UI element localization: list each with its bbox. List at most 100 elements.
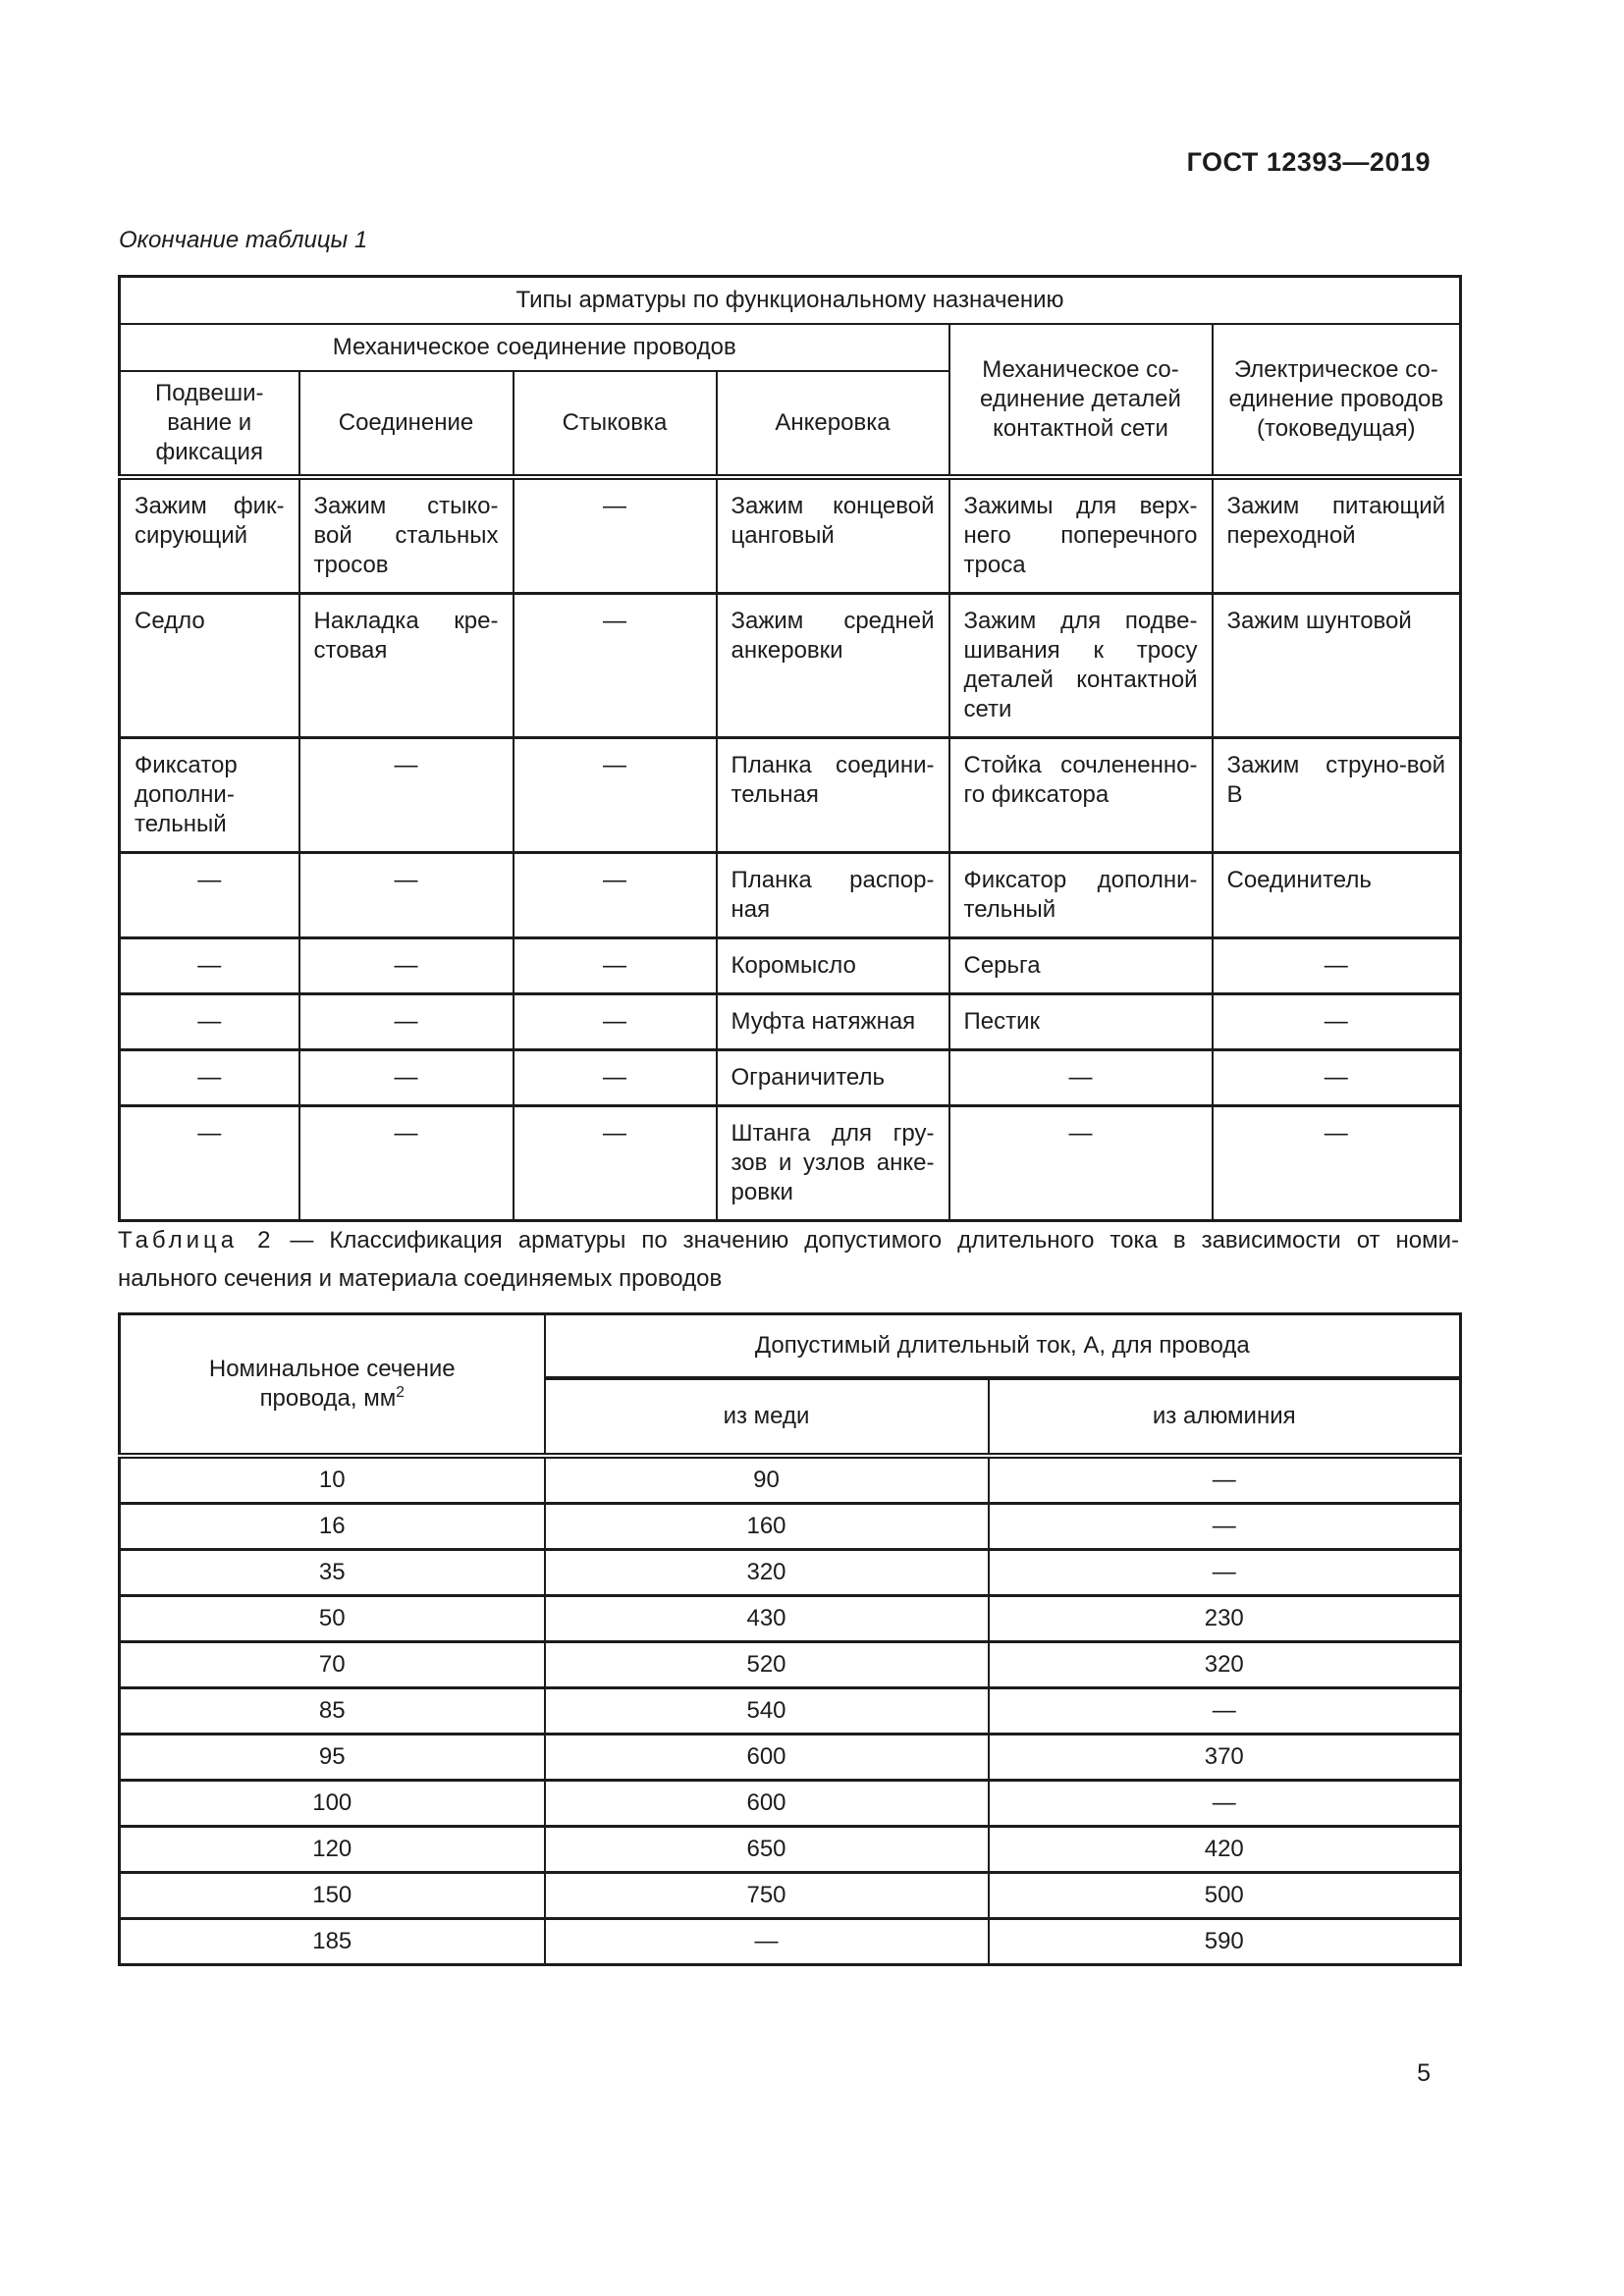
table-cell: 430 (543, 1594, 990, 1643)
table-cell: Планка соедини-тельная (715, 736, 950, 854)
dash-cell: — (987, 1548, 1462, 1597)
table-cell: Планка распор-ная (715, 851, 950, 939)
table-row: 120 650 420 (118, 1825, 1462, 1874)
table1-col-header-electric: Электрическое со- единение проводов (ток… (1211, 323, 1462, 480)
table-row: 185 — 590 (118, 1917, 1462, 1966)
dash-cell: — (1211, 1048, 1462, 1107)
table-cell: 600 (543, 1733, 990, 1782)
dash-cell: — (987, 1779, 1462, 1828)
dash-cell: — (543, 1917, 990, 1966)
table-cell: Зажим шунтовой (1211, 592, 1462, 739)
table-cell: Зажим концевой цанговый (715, 476, 950, 595)
dash-cell: — (298, 936, 514, 995)
table-cell: Зажим питающий переходной (1211, 476, 1462, 595)
table-cell: 16 (118, 1502, 546, 1551)
table1-group-header: Механическое соединение проводов (118, 323, 950, 372)
table-cell: Зажим средней анкеровки (715, 592, 950, 739)
table-row: 70 520 320 (118, 1640, 1462, 1689)
table-cell: Зажим для подве-шивания к тросу деталей … (947, 592, 1214, 739)
dash-cell: — (512, 936, 718, 995)
table1-title: Типы арматуры по функциональному назначе… (118, 275, 1462, 325)
table-row: — — — Штанга для гру-зов и узлов анке-ро… (118, 1104, 1462, 1222)
table-cell: 520 (543, 1640, 990, 1689)
table1-title-row: Типы арматуры по функциональному назначе… (118, 275, 1462, 325)
table1-subheader-row: Подвеши- вание и фиксация Соединение Сты… (118, 370, 1461, 480)
table-row: — — — Коромысло Серьга — (118, 936, 1462, 995)
table-row: Зажим фик-сирующий Зажим стыко-вой сталь… (118, 476, 1462, 595)
dash-cell: — (1211, 992, 1462, 1051)
table2-group-row: Номинальное сечение провода, мм2 Допустим… (118, 1312, 1462, 1459)
table-row: Фиксатор дополни-тельный — — Планка соед… (118, 736, 1462, 854)
table-row: — — — Ограничитель — — (118, 1048, 1462, 1107)
table2-col-header-aluminium: из алюминия (987, 1377, 1462, 1459)
page-number: 5 (1417, 2059, 1431, 2087)
table-cell: 95 (118, 1733, 546, 1782)
dash-cell: — (512, 851, 718, 939)
table-cell: Седло (118, 592, 300, 739)
dash-cell: — (512, 736, 718, 854)
table-cell: 150 (118, 1871, 546, 1920)
dash-cell: — (118, 1104, 300, 1222)
table1-col-header-anchoring: Анкеровка (715, 370, 950, 480)
dash-cell: — (512, 592, 718, 739)
table-cell: Зажимы для верх-него поперечного троса (947, 476, 1214, 595)
table-cell: Стойка сочлененно-го фиксатора (947, 736, 1214, 854)
table2-col-header-section-line1: Номинальное сечение (208, 1356, 456, 1382)
table-cell: 85 (118, 1686, 546, 1735)
table-row: 95 600 370 (118, 1733, 1462, 1782)
table2-group-header: Допустимый длительный ток, А, для провод… (543, 1312, 1462, 1380)
dash-cell: — (118, 1048, 300, 1107)
table2-caption-text: — Классификация арматуры по значению доп… (290, 1227, 1459, 1254)
table1-body: Зажим фик-сирующий Зажим стыко-вой сталь… (118, 476, 1462, 1222)
table2-body: 10 90 — 16 160 — 35 320 — 50 430 230 70 … (118, 1455, 1462, 1966)
dash-cell: — (298, 736, 514, 854)
table2-caption-label: Таблица 2 (118, 1227, 275, 1254)
table2-current-classification: Номинальное сечение провода, мм2 Допустим… (118, 1312, 1463, 1966)
table1-col-header-mech-details: Механическое со- единение деталей контак… (947, 323, 1214, 480)
table-cell: Пестик (947, 992, 1214, 1051)
table1-col-header-connection: Соединение (298, 370, 514, 480)
table-cell: Фиксатор дополни-тельный (947, 851, 1214, 939)
dash-cell: — (512, 992, 718, 1051)
table-row: Седло Накладка кре-стовая — Зажим средне… (118, 592, 1462, 739)
table-row: 150 750 500 (118, 1871, 1462, 1920)
dash-cell: — (987, 1502, 1462, 1551)
table1-col-header-suspension: Подвеши- вание и фиксация (118, 370, 300, 480)
table-row: 100 600 — (118, 1779, 1462, 1828)
table-cell: 10 (118, 1455, 546, 1505)
table-cell: 420 (987, 1825, 1462, 1874)
dash-cell: — (987, 1686, 1462, 1735)
table-cell: Фиксатор дополни-тельный (118, 736, 300, 854)
table-row: — — — Муфта натяжная Пестик — (118, 992, 1462, 1051)
dash-cell: — (947, 1048, 1214, 1107)
table-cell: Коромысло (715, 936, 950, 995)
table-row: 10 90 — (118, 1455, 1462, 1505)
table2-subheader-row: из меди из алюминия (120, 1377, 1462, 1459)
table-row: 50 430 230 (118, 1594, 1462, 1643)
table1-armature-types: Типы арматуры по функциональному назначе… (118, 275, 1463, 1222)
table-cell: Штанга для гру-зов и узлов анке-ровки (715, 1104, 950, 1222)
table-cell: 370 (987, 1733, 1462, 1782)
table-cell: Ограничитель (715, 1048, 950, 1107)
dash-cell: — (298, 992, 514, 1051)
table-cell: Зажим фик-сирующий (118, 476, 300, 595)
table-cell: 540 (543, 1686, 990, 1735)
table-cell: 35 (118, 1548, 546, 1597)
table-cell: 590 (987, 1917, 1462, 1966)
table2-header: Номинальное сечение провода, мм2 Допустим… (118, 1312, 1462, 1459)
table-cell: 600 (543, 1779, 990, 1828)
table-cell: 70 (118, 1640, 546, 1689)
table-cell: Накладка кре-стовая (298, 592, 514, 739)
table2-caption: Таблица 2 — Классификация арматуры по зн… (118, 1221, 1459, 1298)
dash-cell: — (512, 476, 718, 595)
dash-cell: — (512, 1104, 718, 1222)
table-cell: 500 (987, 1871, 1462, 1920)
table2-col-header-section-line2: провода, мм (259, 1385, 397, 1412)
table-cell: Зажим струно-вой В (1211, 736, 1462, 854)
table2-col-header-section: Номинальное сечение провода, мм2 (118, 1312, 546, 1459)
dash-cell: — (512, 1048, 718, 1107)
table2-caption-line1: Таблица 2 — Классификация арматуры по зн… (118, 1221, 1459, 1259)
table-cell: 320 (987, 1640, 1462, 1689)
superscript-2: 2 (396, 1384, 405, 1401)
dash-cell: — (298, 1104, 514, 1222)
